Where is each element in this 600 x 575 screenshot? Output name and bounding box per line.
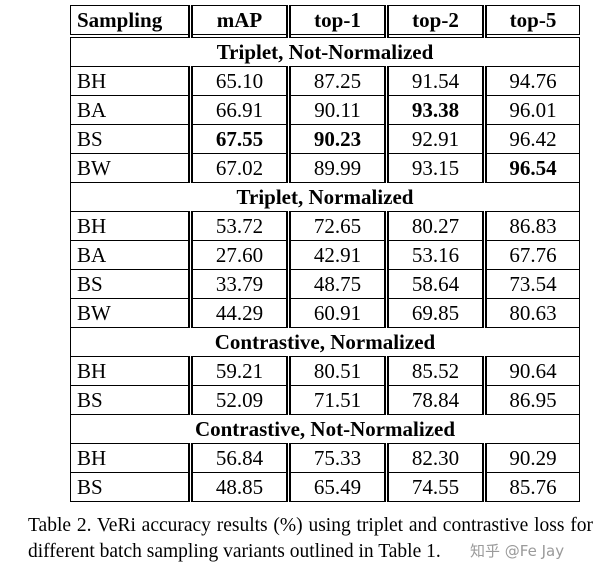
value-cell: 96.42 [482,124,580,154]
value-cell: 85.52 [384,356,485,386]
row-label: BS [70,269,191,299]
value-cell: 75.33 [286,443,387,473]
data-row: BA 66.91 90.11 93.38 96.01 [70,95,580,125]
value-cell: 27.60 [188,240,289,270]
value-cell: 96.54 [482,153,580,183]
value-cell: 90.23 [286,124,387,154]
value-cell: 73.54 [482,269,580,299]
value-cell: 93.15 [384,153,485,183]
row-label: BH [70,66,191,96]
value-cell: 80.27 [384,211,485,241]
row-label: BS [70,385,191,415]
value-cell: 92.91 [384,124,485,154]
data-row: BS 67.55 90.23 92.91 96.42 [70,124,580,154]
value-cell: 71.51 [286,385,387,415]
row-label: BW [70,153,191,183]
value-cell: 74.55 [384,472,485,502]
header-cell: top-5 [482,5,580,38]
value-cell: 72.65 [286,211,387,241]
row-label: BH [70,211,191,241]
value-cell: 85.76 [482,472,580,502]
value-cell: 67.02 [188,153,289,183]
value-cell: 65.49 [286,472,387,502]
value-cell: 56.84 [188,443,289,473]
value-cell: 96.01 [482,95,580,125]
caption: Table 2. VeRi accuracy results (%) using… [28,515,593,562]
value-cell: 65.10 [188,66,289,96]
section-row: Triplet, Normalized [70,182,580,212]
data-row: BW 44.29 60.91 69.85 80.63 [70,298,580,328]
section-title: Contrastive, Not-Normalized [70,414,580,444]
row-label: BW [70,298,191,328]
value-cell: 44.29 [188,298,289,328]
value-cell: 33.79 [188,269,289,299]
value-cell: 67.55 [188,124,289,154]
value-cell: 90.11 [286,95,387,125]
header-cell: top-2 [384,5,485,38]
row-label: BA [70,95,191,125]
section-row: Contrastive, Not-Normalized [70,414,580,444]
data-row: BH 56.84 75.33 82.30 90.29 [70,443,580,473]
data-row: BH 53.72 72.65 80.27 86.83 [70,211,580,241]
data-row: BS 52.09 71.51 78.84 86.95 [70,385,580,415]
header-cell: top-1 [286,5,387,38]
section-title: Triplet, Normalized [70,182,580,212]
data-row: BH 59.21 80.51 85.52 90.64 [70,356,580,386]
value-cell: 53.72 [188,211,289,241]
section-title: Contrastive, Normalized [70,327,580,357]
row-label: BA [70,240,191,270]
data-row: BA 27.60 42.91 53.16 67.76 [70,240,580,270]
value-cell: 87.25 [286,66,387,96]
value-cell: 66.91 [188,95,289,125]
header-cell: Sampling [70,5,191,38]
value-cell: 90.29 [482,443,580,473]
data-row: BS 33.79 48.75 58.64 73.54 [70,269,580,299]
value-cell: 90.64 [482,356,580,386]
value-cell: 89.99 [286,153,387,183]
value-cell: 53.16 [384,240,485,270]
data-row: BH 65.10 87.25 91.54 94.76 [70,66,580,96]
value-cell: 78.84 [384,385,485,415]
value-cell: 48.75 [286,269,387,299]
value-cell: 42.91 [286,240,387,270]
value-cell: 67.76 [482,240,580,270]
value-cell: 52.09 [188,385,289,415]
data-row: BS 48.85 65.49 74.55 85.76 [70,472,580,502]
value-cell: 69.85 [384,298,485,328]
section-row: Contrastive, Normalized [70,327,580,357]
row-label: BS [70,124,191,154]
row-label: BH [70,356,191,386]
value-cell: 93.38 [384,95,485,125]
header-cell: mAP [188,5,289,38]
value-cell: 48.85 [188,472,289,502]
row-label: BH [70,443,191,473]
row-label: BS [70,472,191,502]
value-cell: 91.54 [384,66,485,96]
value-cell: 80.51 [286,356,387,386]
header-row: Sampling mAP top-1 top-2 top-5 [70,5,580,38]
value-cell: 82.30 [384,443,485,473]
watermark: 知乎 @Fe Jay [470,542,565,560]
section-row: Triplet, Not-Normalized [70,35,580,67]
value-cell: 86.95 [482,385,580,415]
value-cell: 58.64 [384,269,485,299]
data-row: BW 67.02 89.99 93.15 96.54 [70,153,580,183]
value-cell: 59.21 [188,356,289,386]
value-cell: 80.63 [482,298,580,328]
section-title: Triplet, Not-Normalized [70,35,580,67]
value-cell: 94.76 [482,66,580,96]
value-cell: 86.83 [482,211,580,241]
results-table: Sampling mAP top-1 top-2 top-5 Triplet, Not-N… [70,5,580,502]
value-cell: 60.91 [286,298,387,328]
